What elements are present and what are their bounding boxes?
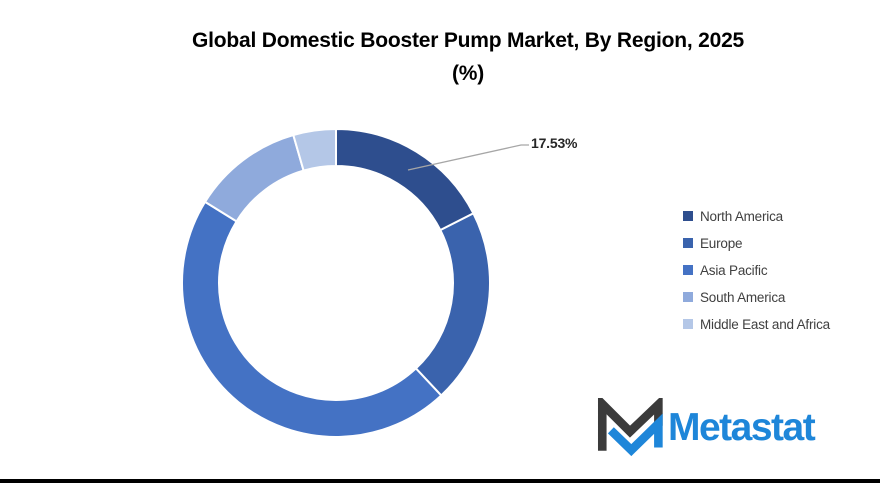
footer-bar [0,479,880,483]
data-label: 17.53% [531,135,578,151]
chart-title-line2: (%) [451,62,485,85]
legend-label: North America [700,208,783,224]
legend-label: Asia Pacific [700,262,768,278]
legend-swatch [683,265,693,275]
metastat-logo-text: Metastat [668,405,816,449]
metastat-logo: Metastat [597,398,816,460]
donut-segment-south-america [204,134,305,223]
legend-item-north-america: North America [683,207,830,225]
donut-segment-middle-east-and-africa [292,128,337,172]
donut-segment-europe [414,212,491,397]
donut-segment-asia-pacific [181,200,443,438]
chart-title: Global Domestic Booster Pump Market, By … [88,24,848,90]
legend-swatch [683,292,693,302]
legend-label: South America [700,289,786,305]
legend-item-europe: Europe [683,234,830,252]
metastat-logo-mark [597,398,663,457]
logo-m-blue-stroke [607,413,663,457]
donut-segment-north-america [335,128,475,232]
legend-item-asia-pacific: Asia Pacific [683,261,830,279]
legend-label: Europe [700,235,743,251]
legend-item-south-america: South America [683,288,830,306]
legend-swatch [683,319,693,329]
legend-swatch [683,238,693,248]
logo-m-dark-stroke [597,398,663,451]
legend-swatch [683,211,693,221]
chart-title-line1: Global Domestic Booster Pump Market, By … [191,29,745,52]
legend: North America Europe Asia Pacific South Ame… [683,207,830,333]
legend-item-middle-east-and-africa: Middle East and Africa [683,315,830,333]
legend-label: Middle East and Africa [700,316,830,332]
data-label-leader-line [407,144,529,171]
